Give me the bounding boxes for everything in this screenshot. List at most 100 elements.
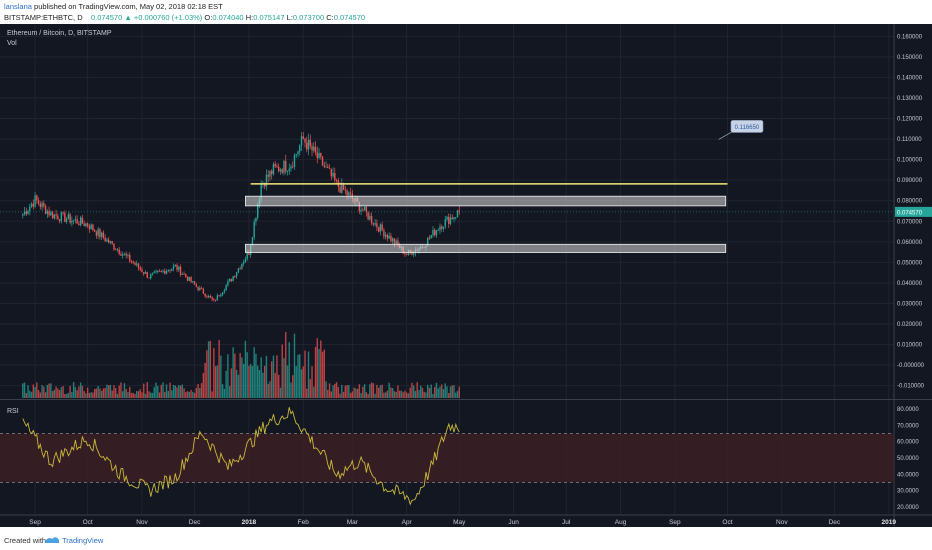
volume-bar (405, 392, 408, 398)
candle-body (441, 226, 443, 229)
candle-body (384, 234, 387, 237)
volume-bar (369, 384, 371, 398)
volume-bar (55, 386, 57, 398)
candle-body (134, 262, 136, 265)
candle-body (267, 174, 269, 177)
candle-body (241, 263, 243, 269)
chart-panel[interactable]: 0.116650 0.160000 0.150000 0.140000 0.130000… (0, 24, 932, 527)
price-tick-label: 0.120000 (897, 117, 923, 123)
candle-body (218, 295, 220, 297)
volume-bar (448, 392, 450, 398)
candle-body (111, 241, 113, 244)
candle-body (129, 254, 131, 262)
candle-body (67, 214, 70, 220)
volume-bar (122, 391, 124, 398)
candle-body (227, 281, 229, 286)
candle-body (327, 166, 329, 169)
candle-body (391, 238, 394, 242)
volume-bar (290, 382, 292, 398)
candle-body (172, 265, 175, 269)
volume-bar (437, 388, 439, 398)
volume-bar (144, 393, 147, 398)
time-tick-label: Oct (722, 519, 732, 526)
volume-bar (335, 382, 338, 398)
candle-body (300, 136, 303, 146)
volume-bar (41, 385, 43, 398)
volume-bar (134, 393, 136, 398)
candle-body (200, 287, 203, 289)
volume-bars (22, 331, 460, 398)
volume-bar (32, 384, 35, 398)
candle-body (435, 230, 438, 236)
candle-body (427, 237, 429, 246)
candle-body (181, 274, 184, 275)
volume-bar (95, 388, 98, 398)
candle-body (405, 253, 408, 255)
volume-bar (230, 368, 233, 398)
volume-bar (93, 389, 96, 398)
volume-bar (351, 391, 354, 398)
volume-bar (288, 342, 290, 398)
time-tick-label: May (453, 519, 466, 526)
candle-body (304, 138, 306, 143)
volume-bar (439, 386, 441, 398)
candle-body (299, 145, 301, 152)
candle-body (22, 214, 24, 216)
candle-body (186, 276, 189, 281)
candle-body (192, 281, 194, 282)
volume-bar (292, 375, 294, 398)
candle-body (256, 204, 259, 218)
volume-bar (148, 391, 150, 398)
candle-body (455, 217, 457, 218)
candle-body (102, 232, 105, 238)
candle-body (363, 206, 366, 211)
candle-body (281, 169, 283, 173)
support-zone (245, 243, 727, 253)
price-tick-label: 0.040000 (897, 281, 923, 287)
volume-bar (125, 389, 127, 398)
candle-body (456, 210, 459, 218)
author-link[interactable]: lanslana (4, 2, 32, 11)
candle-body (330, 168, 333, 177)
candle-body (306, 142, 308, 150)
volume-bar (199, 387, 201, 398)
tradingview-brand[interactable]: TradingView (62, 536, 104, 545)
annotation-pointer (718, 131, 733, 140)
volume-bar (304, 350, 306, 398)
candle-body (137, 263, 140, 268)
volume-bar (390, 387, 392, 398)
candle-body (285, 160, 287, 172)
candle-body (390, 235, 392, 242)
candle-body (276, 166, 278, 168)
volume-bar (36, 382, 38, 398)
volume-bar (358, 384, 361, 398)
volume-bar (22, 383, 24, 398)
volume-bar (97, 385, 99, 398)
candle-body (76, 219, 78, 224)
candle-body (62, 212, 64, 214)
candle-body (232, 276, 234, 281)
candle-body (248, 252, 250, 255)
volume-bar (421, 387, 424, 398)
candle-body (188, 277, 191, 281)
volume-bar (332, 385, 334, 398)
candle-body (342, 183, 345, 191)
volume-bar (129, 386, 131, 398)
volume-bar (67, 392, 70, 398)
volume-bar (158, 392, 161, 398)
volume-bar (365, 392, 368, 398)
candle-body (320, 152, 322, 157)
time-tick-label: Apr (402, 519, 413, 526)
volume-bar (344, 385, 347, 398)
volume-bar (425, 392, 427, 398)
candle-body (246, 252, 248, 259)
candle-body (164, 270, 166, 274)
volume-bar (397, 385, 399, 398)
volume-bar (44, 392, 47, 398)
candle-body (174, 264, 176, 266)
candle-body (51, 212, 54, 219)
volume-bar (427, 384, 429, 398)
chart-canvas[interactable]: 0.116650 0.160000 0.150000 0.140000 0.130000… (0, 24, 932, 527)
price-tick-label: 0.110000 (897, 137, 922, 143)
time-tick-label: Feb (298, 519, 310, 526)
